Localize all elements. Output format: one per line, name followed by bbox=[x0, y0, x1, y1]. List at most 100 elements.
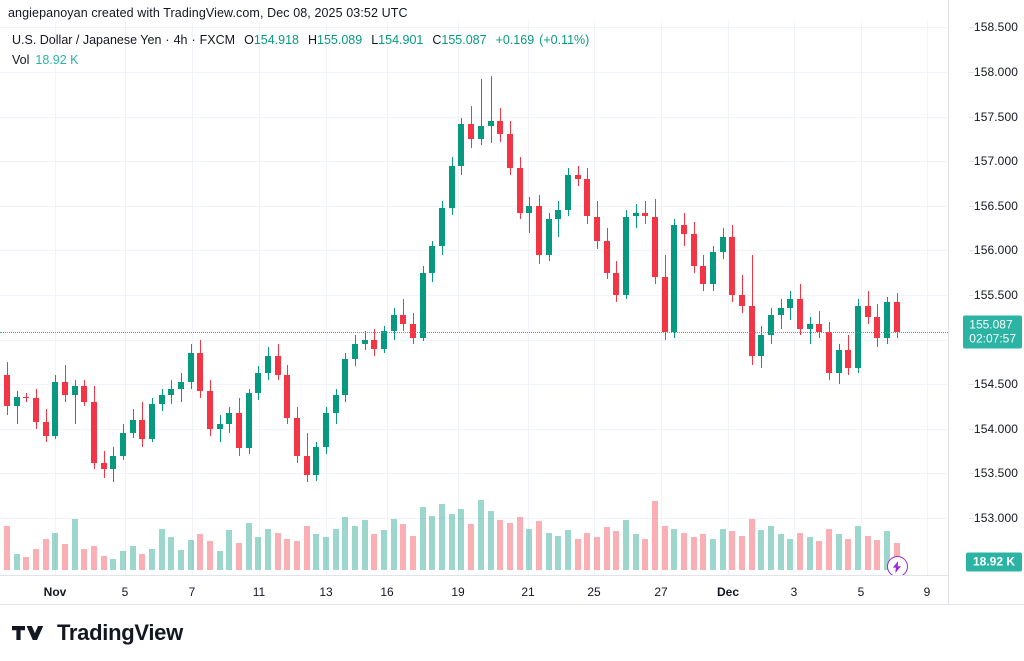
candle-body bbox=[517, 168, 523, 213]
candle-body bbox=[226, 412, 232, 425]
volume-bar bbox=[497, 520, 503, 570]
candle-wick bbox=[17, 391, 18, 425]
candle-body bbox=[700, 266, 706, 285]
candle-body bbox=[449, 165, 455, 208]
price-axis-tick: 153.500 bbox=[968, 466, 1018, 480]
volume-value-badge[interactable]: 18.92 K bbox=[965, 552, 1022, 572]
price-axis-tick-dash bbox=[968, 206, 974, 207]
candle-body bbox=[681, 225, 687, 235]
price-axis-tick: 153.000 bbox=[968, 511, 1018, 525]
candle-body bbox=[594, 216, 600, 242]
price-axis-tick-dash bbox=[968, 518, 974, 519]
volume-bar bbox=[604, 527, 610, 570]
volume-bar bbox=[439, 504, 445, 570]
volume-bar bbox=[488, 511, 494, 570]
candle-body bbox=[110, 455, 116, 469]
candle-body bbox=[284, 375, 290, 419]
horizontal-gridline bbox=[0, 384, 948, 385]
horizontal-gridline bbox=[0, 72, 948, 73]
volume-bar bbox=[758, 530, 764, 570]
volume-bar bbox=[342, 517, 348, 570]
candle-body bbox=[488, 121, 494, 126]
candle-body bbox=[458, 123, 464, 166]
volume-bar bbox=[884, 531, 890, 570]
candle-body bbox=[633, 212, 639, 217]
candle-body bbox=[836, 350, 842, 374]
volume-bar bbox=[410, 535, 416, 570]
candle-body bbox=[197, 352, 203, 392]
chart-plot-area[interactable] bbox=[0, 22, 948, 575]
candle-body bbox=[23, 396, 29, 399]
volume-bar bbox=[855, 525, 861, 570]
candle-body bbox=[816, 323, 822, 333]
volume-bar bbox=[139, 554, 145, 570]
volume-bar bbox=[236, 542, 242, 570]
volume-bar bbox=[217, 551, 223, 570]
volume-bar bbox=[130, 545, 136, 570]
volume-bar bbox=[207, 541, 213, 570]
candle-body bbox=[787, 299, 793, 309]
volume-bar bbox=[691, 537, 697, 570]
volume-bar bbox=[633, 534, 639, 570]
price-axis-tick: 154.000 bbox=[968, 422, 1018, 436]
vertical-gridline bbox=[794, 22, 795, 575]
time-scale-axis[interactable]: Nov 5 7 11 13 16 19 21 25 27 Dec 3 5 9 bbox=[0, 575, 948, 605]
volume-bar bbox=[43, 538, 49, 570]
price-axis-tick-dash bbox=[968, 250, 974, 251]
time-axis-tick: Dec bbox=[716, 585, 740, 599]
candle-body bbox=[130, 419, 136, 434]
candle-body bbox=[236, 412, 242, 449]
current-price-line bbox=[0, 332, 948, 333]
candle-body bbox=[420, 272, 426, 338]
volume-bar bbox=[555, 535, 561, 570]
volume-bar bbox=[91, 545, 97, 570]
candle-body bbox=[323, 412, 329, 447]
realtime-data-badge[interactable] bbox=[886, 556, 908, 575]
price-axis-tick-dash bbox=[968, 27, 974, 28]
axis-bottom-border bbox=[0, 604, 1024, 605]
volume-bar bbox=[449, 514, 455, 570]
bar-countdown-timer: 02:07:57 bbox=[969, 331, 1016, 346]
candle-body bbox=[807, 323, 813, 329]
candle-body bbox=[91, 402, 97, 463]
volume-bar bbox=[845, 538, 851, 570]
candle-body bbox=[52, 382, 58, 436]
price-axis-tick: 155.500 bbox=[968, 288, 1018, 302]
volume-bar bbox=[294, 541, 300, 570]
time-axis-tick: 5 bbox=[121, 585, 129, 599]
vertical-gridline bbox=[326, 22, 327, 575]
volume-bar bbox=[168, 537, 174, 570]
candle-body bbox=[101, 462, 107, 469]
volume-bar bbox=[14, 554, 20, 570]
time-axis-tick: 16 bbox=[380, 585, 394, 599]
volume-bar bbox=[584, 532, 590, 570]
volume-bar bbox=[749, 518, 755, 570]
volume-bar bbox=[681, 532, 687, 570]
candle-wick bbox=[558, 201, 559, 237]
candle-body bbox=[362, 339, 368, 345]
candle-body bbox=[33, 398, 39, 422]
volume-bar bbox=[739, 535, 745, 570]
candle-body bbox=[410, 323, 416, 338]
candle-body bbox=[342, 359, 348, 395]
candle-body bbox=[81, 385, 87, 403]
candle-body bbox=[623, 216, 629, 295]
candle-body bbox=[246, 393, 252, 449]
time-axis-tick: 25 bbox=[587, 585, 601, 599]
candle-body bbox=[565, 174, 571, 211]
candle-body bbox=[72, 385, 78, 395]
horizontal-gridline bbox=[0, 117, 948, 118]
candle-wick bbox=[491, 76, 492, 144]
volume-bar bbox=[671, 528, 677, 570]
volume-bar bbox=[623, 520, 629, 570]
candle-body bbox=[139, 419, 145, 440]
price-scale-axis[interactable]: 158.500 158.000 157.500 157.000 156.500 156.0… bbox=[948, 0, 1024, 605]
price-axis-tick: 158.000 bbox=[968, 65, 1018, 79]
candle-body bbox=[720, 237, 726, 253]
price-axis-tick: 156.000 bbox=[968, 243, 1018, 257]
volume-bar bbox=[807, 537, 813, 570]
volume-bar bbox=[381, 530, 387, 570]
volume-bar bbox=[768, 525, 774, 570]
volume-bar bbox=[313, 534, 319, 570]
current-price-badge[interactable]: 155.087 02:07:57 bbox=[963, 315, 1022, 349]
